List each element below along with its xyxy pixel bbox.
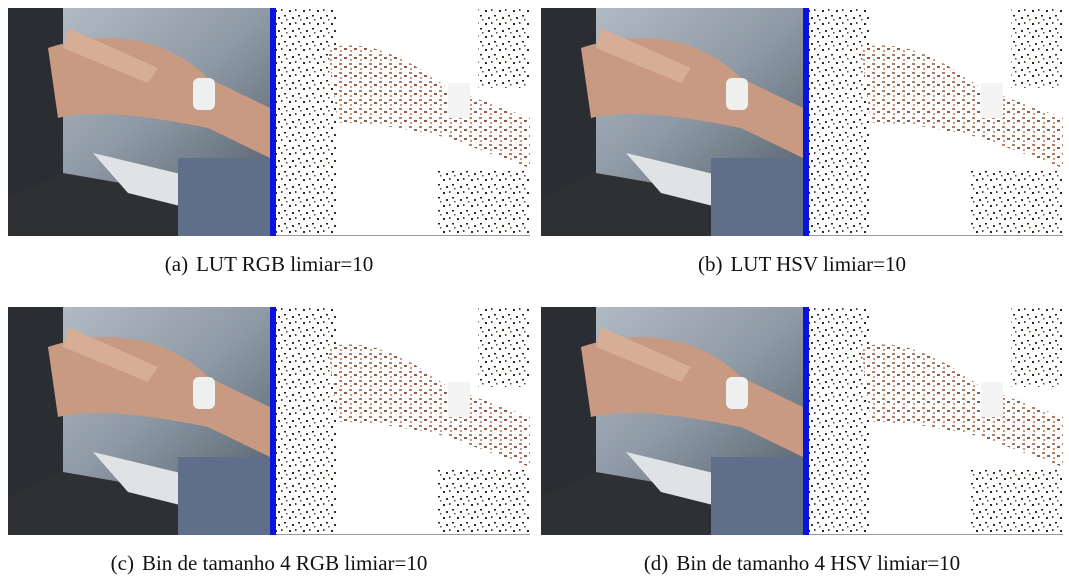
subfigure-text: LUT RGB limiar=10 [196, 252, 373, 276]
subfigure-caption: (b) LUT HSV limiar=10 [698, 252, 906, 276]
subfigure-text: Bin de tamanho 4 HSV limiar=10 [676, 551, 960, 575]
subfigure-label: (d) [644, 551, 669, 575]
subfigure-image [8, 8, 530, 236]
subfigure-text: Bin de tamanho 4 RGB limiar=10 [142, 551, 427, 575]
subfigure-image [541, 8, 1063, 236]
subfigure-caption: (d) Bin de tamanho 4 HSV limiar=10 [644, 551, 960, 575]
subfigure-caption: (c) Bin de tamanho 4 RGB limiar=10 [111, 551, 428, 575]
subfigure-label: (b) [698, 252, 723, 276]
subfigure-text: LUT HSV limiar=10 [730, 252, 906, 276]
subfigure-caption: (a) LUT RGB limiar=10 [165, 252, 373, 276]
subfigure-label: (c) [111, 551, 134, 575]
figure: (a) LUT RGB limiar=10 (b) LUT HSV limiar=10… [0, 0, 1069, 578]
subfigure-image [8, 307, 530, 535]
subfigure-label: (a) [165, 252, 188, 276]
subfigure-image [541, 307, 1063, 535]
